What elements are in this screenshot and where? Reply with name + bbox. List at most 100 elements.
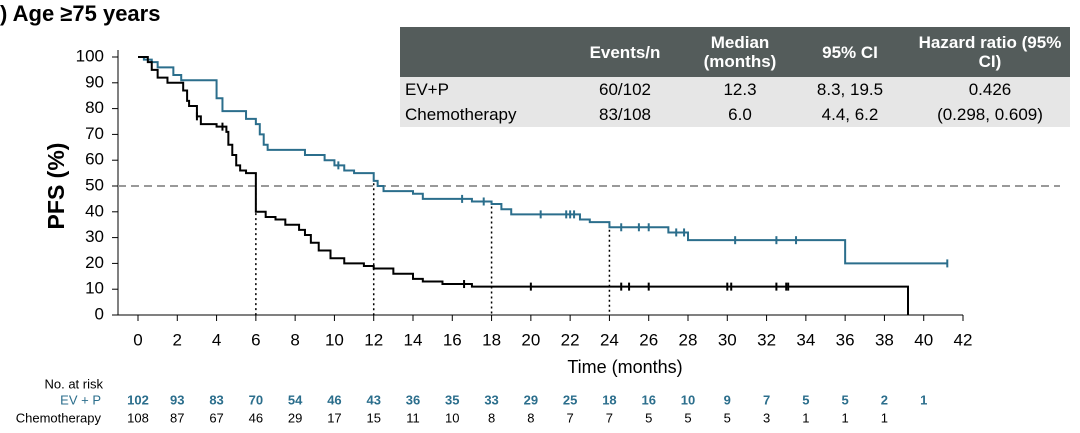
- at-risk-count: 108: [127, 410, 149, 425]
- x-tick-label: 26: [639, 330, 658, 349]
- at-risk-count: 35: [445, 392, 459, 407]
- at-risk-count: 54: [288, 392, 303, 407]
- x-tick-label: 14: [404, 330, 423, 349]
- at-risk-count: 87: [170, 410, 184, 425]
- table-cell: Events/n: [560, 27, 690, 77]
- x-tick-label: 38: [875, 330, 894, 349]
- at-risk-count: 5: [802, 392, 809, 407]
- table-cell: 0.426: [910, 77, 1070, 102]
- y-tick-label: 50: [85, 175, 104, 194]
- at-risk-count: 5: [684, 410, 691, 425]
- at-risk-count: 93: [170, 392, 184, 407]
- at-risk-count: 7: [567, 410, 574, 425]
- table-cell: Chemotherapy: [400, 102, 560, 127]
- y-axis-title: PFS (%): [43, 143, 69, 230]
- at-risk-count: 29: [288, 410, 302, 425]
- y-tick-label: 30: [85, 227, 104, 246]
- x-tick-label: 34: [796, 330, 815, 349]
- at-risk-count: 10: [445, 410, 459, 425]
- x-tick-label: 30: [718, 330, 737, 349]
- at-risk-count: 83: [209, 392, 223, 407]
- table-cell: 12.3: [690, 77, 790, 102]
- x-tick-label: 6: [251, 330, 260, 349]
- at-risk-count: 46: [249, 410, 263, 425]
- x-tick-label: 22: [561, 330, 580, 349]
- at-risk-count: 36: [406, 392, 420, 407]
- x-tick-label: 28: [679, 330, 698, 349]
- y-tick-label: 80: [85, 98, 104, 117]
- chart-title: ) Age ≥75 years: [0, 1, 160, 26]
- y-tick-label: 40: [85, 201, 104, 220]
- y-tick-label: 10: [85, 279, 104, 298]
- table-cell: 83/108: [560, 102, 690, 127]
- at-risk-count: 7: [606, 410, 613, 425]
- x-tick-label: 24: [600, 330, 619, 349]
- at-risk-count: 15: [366, 410, 380, 425]
- table-cell: [400, 27, 560, 77]
- at-risk-count: 1: [842, 410, 849, 425]
- at-risk-count: 46: [327, 392, 341, 407]
- at-risk-count: 8: [488, 410, 495, 425]
- at-risk-count: 7: [763, 392, 770, 407]
- at-risk-count: 1: [920, 392, 927, 407]
- x-tick-label: 18: [482, 330, 501, 349]
- at-risk-count: 8: [527, 410, 534, 425]
- x-tick-label: 42: [954, 330, 973, 349]
- x-tick-label: 12: [364, 330, 383, 349]
- x-tick-label: 32: [757, 330, 776, 349]
- at-risk-label: EV + P: [60, 392, 101, 407]
- at-risk-count: 11: [406, 410, 420, 425]
- at-risk-count: 1: [802, 410, 809, 425]
- y-tick-label: 70: [85, 124, 104, 143]
- table-cell: Hazard ratio (95% CI): [910, 27, 1070, 77]
- x-tick-label: 8: [290, 330, 299, 349]
- at-risk-count: 9: [724, 392, 731, 407]
- x-tick-label: 40: [914, 330, 933, 349]
- at-risk-count: 29: [524, 392, 538, 407]
- x-tick-label: 20: [521, 330, 540, 349]
- at-risk-count: 102: [127, 392, 149, 407]
- x-tick-label: 10: [325, 330, 344, 349]
- summary-table: Events/n Median (months) 95% CI Hazard rati…: [400, 27, 1070, 127]
- y-tick-label: 60: [85, 150, 104, 169]
- survival-curve: [138, 56, 948, 265]
- y-tick-label: 20: [85, 253, 104, 272]
- x-tick-label: 0: [133, 330, 142, 349]
- at-risk-count: 5: [645, 410, 652, 425]
- x-tick-label: 16: [443, 330, 462, 349]
- table-cell: 6.0: [690, 102, 790, 127]
- x-tick-label: 36: [836, 330, 855, 349]
- y-tick-label: 100: [76, 46, 104, 65]
- x-tick-label: 4: [212, 330, 221, 349]
- survival-curve: [138, 56, 909, 315]
- at-risk-count: 67: [209, 410, 223, 425]
- at-risk-count: 16: [641, 392, 655, 407]
- table-cell: 60/102: [560, 77, 690, 102]
- table-cell: 4.4, 6.2: [790, 102, 910, 127]
- table-cell: 8.3, 19.5: [790, 77, 910, 102]
- at-risk-count: 5: [724, 410, 731, 425]
- at-risk-count: 10: [681, 392, 695, 407]
- at-risk-count: 5: [842, 392, 849, 407]
- at-risk-title: No. at risk: [44, 376, 103, 391]
- at-risk-count: 43: [366, 392, 380, 407]
- table-cell: EV+P: [400, 77, 560, 102]
- table-cell: (0.298, 0.609): [910, 102, 1070, 127]
- at-risk-count: 3: [763, 410, 770, 425]
- x-axis-title: Time (months): [567, 357, 682, 377]
- at-risk-count: 25: [563, 392, 577, 407]
- at-risk-count: 17: [327, 410, 341, 425]
- x-tick-label: 2: [173, 330, 182, 349]
- y-tick-label: 0: [95, 304, 104, 323]
- at-risk-count: 33: [484, 392, 498, 407]
- at-risk-count: 2: [881, 392, 888, 407]
- table-cell: Median (months): [690, 27, 790, 77]
- at-risk-label: Chemotherapy: [16, 410, 102, 425]
- at-risk-count: 1: [881, 410, 888, 425]
- at-risk-count: 70: [249, 392, 263, 407]
- at-risk-count: 18: [602, 392, 616, 407]
- table-cell: 95% CI: [790, 27, 910, 77]
- y-tick-label: 90: [85, 72, 104, 91]
